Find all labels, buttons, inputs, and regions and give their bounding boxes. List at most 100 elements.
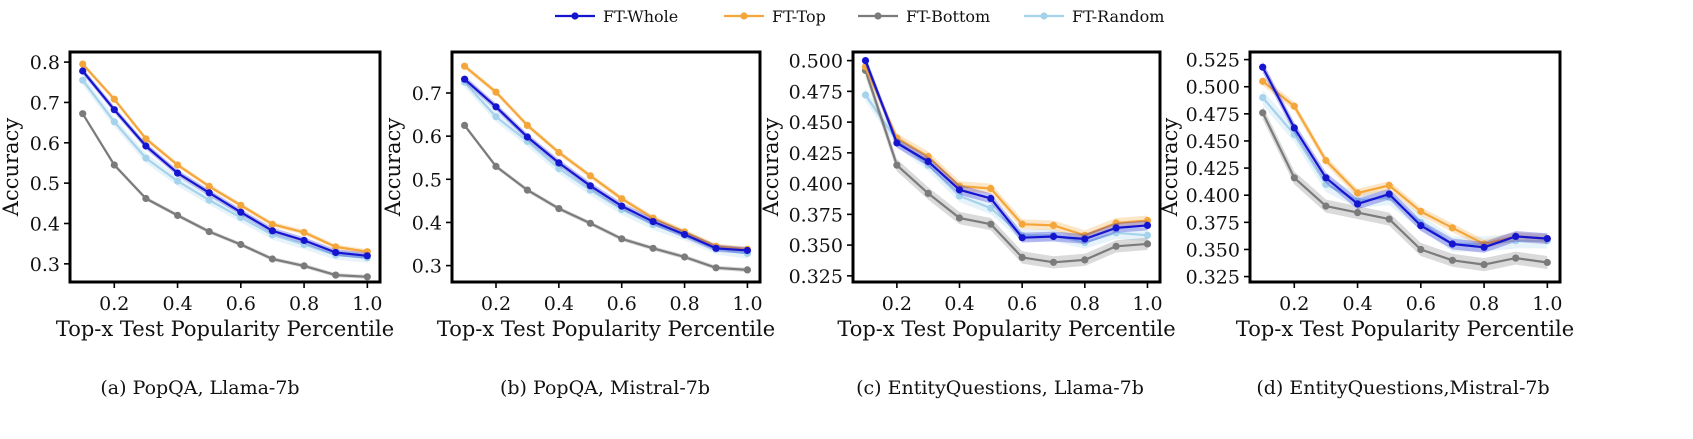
point-ft-bottom-2 (893, 161, 901, 169)
point-ft-random-3 (142, 154, 150, 162)
point-ft-whole-10 (1143, 221, 1152, 229)
point-ft-whole-8 (1081, 235, 1089, 243)
point-ft-bottom-1 (461, 121, 469, 129)
plot-frame (1248, 50, 1562, 284)
band-ft-random (1262, 90, 1548, 252)
point-ft-top-6 (1018, 220, 1026, 228)
series-ft-top (79, 60, 371, 256)
panel-3: 0.2 0.4 0.6 0.8 1.0 0.325 0.350 0.375 0.400 0.425… (759, 50, 1176, 399)
point-ft-top-2 (110, 95, 118, 103)
point-ft-top-5 (205, 182, 213, 190)
x-tick-label: 0.8 (289, 293, 319, 315)
y-tick-label: 0.375 (789, 204, 843, 226)
point-ft-whole-2 (110, 106, 118, 114)
line-ft-bottom (81, 113, 368, 278)
band-ft-whole (1262, 61, 1548, 253)
point-ft-bottom-7 (268, 255, 276, 263)
point-ft-top-5 (586, 172, 594, 180)
point-ft-top-9 (332, 243, 340, 251)
point-ft-whole-2 (1290, 124, 1298, 132)
point-ft-whole-3 (142, 142, 150, 150)
line-ft-random (81, 79, 368, 259)
band-ft-top (82, 61, 368, 255)
legend-item-ft-bottom: FT-Bottom (858, 7, 990, 26)
point-ft-whole-6 (1018, 234, 1026, 242)
point-ft-bottom-3 (142, 194, 150, 203)
y-tick-label: 0.350 (1186, 239, 1240, 261)
band-ft-whole (82, 67, 368, 259)
point-ft-whole-5 (987, 194, 995, 202)
point-ft-whole-3 (523, 133, 532, 141)
x-tick-label: 0.4 (544, 293, 574, 315)
point-ft-bottom-5 (205, 228, 213, 236)
y-tick-label: 0.400 (1186, 185, 1240, 207)
y-tick-label: 0.8 (30, 52, 60, 74)
point-ft-bottom-10 (1143, 240, 1152, 248)
legend-label-ft-random: FT-Random (1072, 7, 1164, 26)
point-ft-whole-5 (586, 182, 594, 190)
point-ft-bottom-9 (1512, 254, 1520, 262)
line-ft-bottom (864, 70, 1148, 264)
point-ft-bottom-2 (492, 162, 500, 170)
point-ft-whole-7 (1049, 232, 1058, 241)
point-ft-bottom-1 (79, 110, 87, 118)
plot-frame (450, 50, 762, 284)
band-ft-whole (865, 55, 1148, 244)
line-ft-top (81, 63, 368, 253)
point-ft-whole-4 (174, 169, 182, 177)
y-tick-label: 0.500 (1186, 77, 1240, 99)
point-ft-top-4 (1354, 189, 1362, 197)
point-ft-bottom-7 (649, 244, 657, 252)
point-ft-bottom-4 (955, 214, 964, 222)
point-ft-whole-5 (1385, 190, 1393, 198)
point-ft-random-5 (205, 196, 213, 204)
band-ft-top (1262, 77, 1548, 249)
point-ft-whole-3 (1322, 174, 1330, 182)
point-ft-random-1 (861, 91, 870, 99)
point-ft-bottom-9 (712, 264, 720, 272)
legend-item-ft-whole: FT-Whole (555, 7, 678, 26)
point-ft-bottom-9 (332, 271, 340, 279)
point-ft-random-2 (110, 118, 118, 126)
point-ft-top-7 (1049, 221, 1058, 229)
y-tick-label: 0.450 (789, 112, 843, 134)
point-ft-random-1 (79, 76, 87, 84)
series-ft-whole (1259, 61, 1551, 253)
point-ft-top-4 (555, 148, 563, 157)
x-tick-label: 0.8 (1469, 293, 1499, 315)
y-axis-label: Accuracy (381, 118, 405, 218)
point-ft-whole-1 (461, 75, 469, 83)
y-axis-label: Accuracy (1158, 118, 1182, 218)
y-tick-label: 0.3 (412, 256, 442, 278)
x-tick-label: 1.0 (352, 293, 382, 315)
point-ft-whole-7 (1448, 240, 1456, 248)
line-ft-bottom (463, 124, 748, 271)
point-ft-top-3 (1322, 156, 1330, 165)
point-ft-top-2 (1290, 102, 1298, 110)
x-tick-label: 0.8 (669, 293, 699, 315)
y-tick-label: 0.500 (789, 51, 843, 73)
point-ft-bottom-6 (237, 240, 245, 249)
point-ft-bottom-8 (681, 253, 689, 261)
point-ft-whole-1 (79, 67, 87, 75)
band-ft-random (82, 75, 368, 263)
y-tick-label: 0.7 (412, 83, 442, 105)
point-ft-bottom-8 (1081, 256, 1089, 264)
x-tick-label: 1.0 (1532, 293, 1562, 315)
panel-caption: (b) PopQA, Mistral-7b (500, 377, 710, 399)
line-ft-whole (1261, 66, 1548, 249)
point-ft-whole-9 (332, 248, 340, 257)
y-tick-label: 0.475 (789, 81, 843, 103)
point-ft-bottom-3 (1322, 202, 1330, 210)
point-ft-whole-10 (743, 246, 752, 255)
line-ft-top (1262, 80, 1548, 246)
line-ft-whole (81, 70, 368, 257)
band-ft-top (464, 63, 748, 252)
point-ft-whole-6 (618, 202, 626, 210)
point-ft-top-6 (237, 201, 245, 209)
point-ft-random-5 (987, 204, 995, 212)
x-tick-label: 0.2 (882, 293, 912, 315)
point-ft-random-4 (174, 177, 182, 185)
point-ft-whole-3 (924, 157, 932, 166)
